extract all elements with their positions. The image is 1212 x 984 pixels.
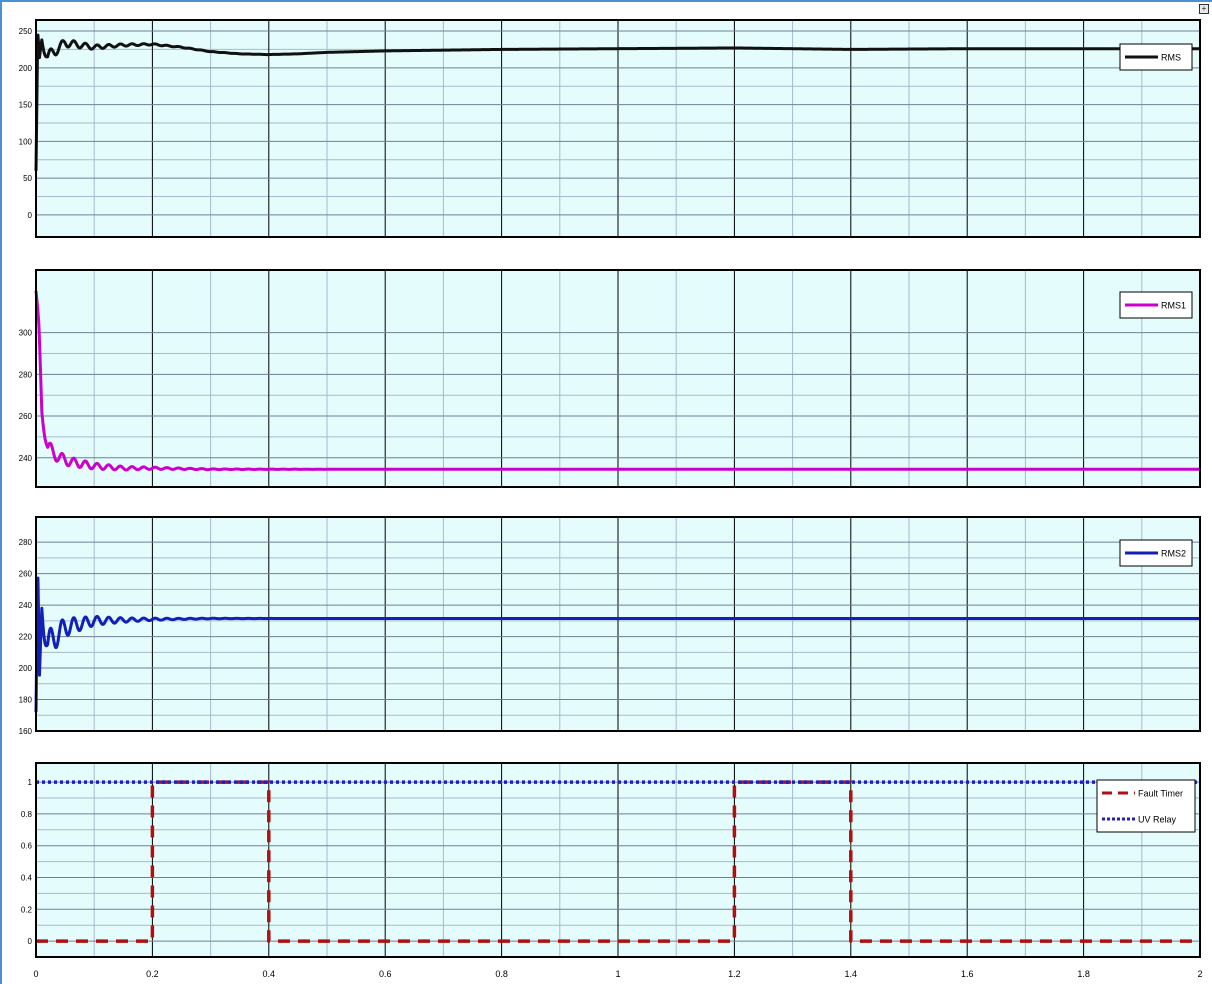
y-tick-label: 0 xyxy=(28,937,33,946)
y-tick-label: 0 xyxy=(28,211,33,220)
legend: Fault Timer UV Relay xyxy=(1096,779,1196,833)
window-frame-top xyxy=(0,0,1212,2)
x-tick-label: 1.8 xyxy=(1077,969,1090,979)
x-tick-label: 0 xyxy=(33,969,38,979)
y-tick-label: 50 xyxy=(23,174,32,183)
x-tick-label: 1 xyxy=(615,969,620,979)
y-tick-label: 280 xyxy=(19,370,33,379)
series-line-rms xyxy=(34,33,1202,171)
y-tick-label: 300 xyxy=(19,329,33,338)
y-tick-label: 260 xyxy=(19,570,33,579)
chart-panel-1: 0 50 100 150 200 250 RMS xyxy=(19,19,1202,238)
y-tick-label: 200 xyxy=(19,664,33,673)
y-tick-label: 0.8 xyxy=(21,810,33,819)
y-tick-label: 240 xyxy=(19,454,33,463)
y-tick-label: 220 xyxy=(19,633,33,642)
series-line-fault-timer xyxy=(36,780,1200,943)
x-tick-label: 0.8 xyxy=(495,969,508,979)
y-tick-label: 160 xyxy=(19,727,33,736)
legend-label: UV Relay xyxy=(1138,815,1177,825)
legend: RMS1 xyxy=(1119,291,1193,319)
legend-label: RMS1 xyxy=(1161,301,1186,311)
legend: RMS xyxy=(1119,43,1193,71)
y-tick-label: 250 xyxy=(19,27,33,36)
plot-border xyxy=(35,762,1201,958)
series-line-rms1 xyxy=(34,290,1202,472)
window-frame-left xyxy=(0,0,2,984)
y-tick-label: 0.4 xyxy=(21,873,33,882)
legend-box xyxy=(1096,779,1196,833)
y-tick-label: 260 xyxy=(19,412,33,421)
y-tick-label: 180 xyxy=(19,696,33,705)
chart-panel-4: 0 0.2 0.4 0.6 0.8 1 0 0.2 0.4 0.6 0.8 1 1.2 1.4 1.6 1.8… xyxy=(21,762,1203,979)
y-tick-label: 200 xyxy=(19,64,33,73)
x-tick-label: 0.6 xyxy=(379,969,392,979)
x-tick-label: 2 xyxy=(1197,969,1202,979)
plot-border xyxy=(35,516,1201,732)
y-tick-label: 280 xyxy=(19,538,33,547)
x-tick-label: 1.4 xyxy=(845,969,858,979)
x-tick-label: 1.6 xyxy=(961,969,974,979)
x-tick-label: 1.2 xyxy=(728,969,741,979)
y-tick-label: 0.2 xyxy=(21,905,33,914)
legend: RMS2 xyxy=(1119,539,1193,567)
y-tick-label: 150 xyxy=(19,101,33,110)
x-tick-label: 0.4 xyxy=(263,969,276,979)
y-tick-label: 0.6 xyxy=(21,842,33,851)
x-tick-label: 0.2 xyxy=(146,969,159,979)
chart-panel-2: 240 260 280 300 RMS1 xyxy=(19,269,1202,488)
series-line-rms2 xyxy=(34,576,1202,713)
legend-label: RMS xyxy=(1161,53,1181,63)
plot-border xyxy=(35,19,1201,238)
y-tick-label: 1 xyxy=(28,778,33,787)
legend-label: RMS2 xyxy=(1161,549,1186,559)
legend-label: Fault Timer xyxy=(1138,789,1183,799)
y-tick-label: 240 xyxy=(19,601,33,610)
plus-box-icon[interactable]: + xyxy=(1199,4,1209,14)
y-tick-label: 100 xyxy=(19,137,33,146)
plot-border xyxy=(35,269,1201,488)
chart-panel-3: 160 180 200 220 240 260 280 RMS2 xyxy=(19,516,1202,736)
